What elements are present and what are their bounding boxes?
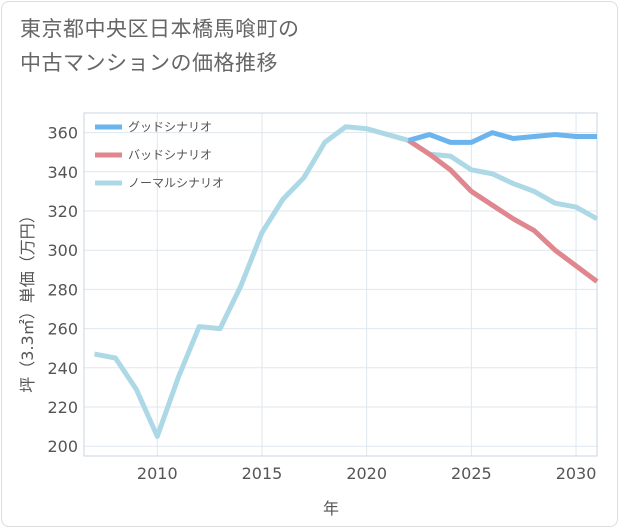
axis-ticks: 200 220 240 260 280 300 320 340 360 2010 2015 2020 2… xyxy=(47,124,596,483)
legend-label: ノーマルシナリオ xyxy=(128,176,224,190)
x-tick-label: 2025 xyxy=(451,464,492,483)
chart-title: 東京都中央区日本橋馬喰町の 中古マンションの価格推移 xyxy=(20,12,580,80)
y-axis-label: 坪（3.3㎡）単価（万円） xyxy=(18,207,37,392)
y-tick-label: 220 xyxy=(47,398,78,417)
legend-label: バッドシナリオ xyxy=(128,148,212,162)
series-line-2 xyxy=(94,124,599,439)
x-tick-label: 2015 xyxy=(242,464,283,483)
y-tick-label: 280 xyxy=(47,280,78,299)
chart-title-line-1: 東京都中央区日本橋馬喰町の xyxy=(20,17,300,41)
y-tick-label: 240 xyxy=(47,359,78,378)
y-tick-label: 340 xyxy=(47,163,78,182)
plot-frame xyxy=(83,112,598,457)
series-line-1 xyxy=(407,138,599,284)
x-axis-label: 年 xyxy=(323,499,339,518)
grid xyxy=(84,113,597,456)
chart-title-line-2: 中古マンションの価格推移 xyxy=(20,51,278,75)
series-lines xyxy=(94,124,599,439)
x-tick-label: 2020 xyxy=(346,464,387,483)
x-tick-label: 2030 xyxy=(556,464,597,483)
y-tick-label: 200 xyxy=(47,437,78,456)
legend-label: グッドシナリオ xyxy=(128,120,212,134)
y-tick-label: 320 xyxy=(47,202,78,221)
y-tick-label: 300 xyxy=(47,241,78,260)
x-tick-label: 2010 xyxy=(137,464,178,483)
y-tick-label: 360 xyxy=(47,124,78,143)
y-tick-label: 260 xyxy=(47,320,78,339)
series-line-0 xyxy=(407,130,597,145)
